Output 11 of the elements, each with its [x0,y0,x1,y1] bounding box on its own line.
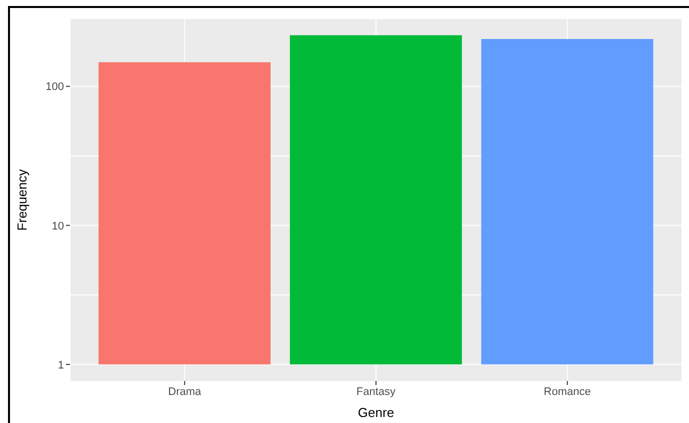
y-tick-label: 10 [52,220,64,232]
bar [290,35,462,364]
y-tick-label: 100 [46,81,64,94]
x-tick-label: Drama [168,386,202,398]
bar [481,39,654,364]
x-axis-title: Genre [358,405,394,420]
x-tick-label: Romance [544,386,591,398]
y-axis-title: Frequency [14,168,30,231]
bar [98,62,271,364]
x-tick-label: Fantasy [356,386,396,398]
y-tick-label: 1 [58,359,64,372]
